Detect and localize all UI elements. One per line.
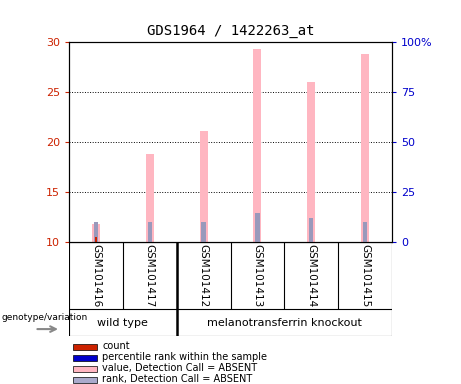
FancyBboxPatch shape [73,366,97,372]
Bar [146,154,154,242]
Title: GDS1964 / 1422263_at: GDS1964 / 1422263_at [147,25,314,38]
Bar [307,82,315,242]
Text: wild type: wild type [97,318,148,328]
FancyBboxPatch shape [73,344,97,350]
Text: percentile rank within the sample: percentile rank within the sample [102,352,267,362]
Text: GSM101413: GSM101413 [252,244,262,307]
Text: GSM101415: GSM101415 [360,244,370,307]
Text: rank, Detection Call = ABSENT: rank, Detection Call = ABSENT [102,374,253,384]
Bar [148,222,152,242]
Bar [200,131,207,242]
Text: GSM101414: GSM101414 [306,244,316,307]
Text: count: count [102,341,130,351]
Text: GSM101417: GSM101417 [145,244,155,307]
Text: value, Detection Call = ABSENT: value, Detection Call = ABSENT [102,363,258,373]
Bar [309,218,313,242]
Bar [255,214,260,242]
Bar [94,222,98,242]
Text: GSM101412: GSM101412 [199,244,209,307]
Bar [254,49,261,242]
FancyBboxPatch shape [73,377,97,383]
FancyBboxPatch shape [73,355,97,361]
Bar [361,54,369,242]
Bar [201,222,206,242]
Text: genotype/variation: genotype/variation [1,313,88,322]
Bar [92,224,100,242]
Text: GSM101416: GSM101416 [91,244,101,307]
Bar [363,222,367,242]
Bar [95,237,97,242]
Text: melanotransferrin knockout: melanotransferrin knockout [207,318,362,328]
